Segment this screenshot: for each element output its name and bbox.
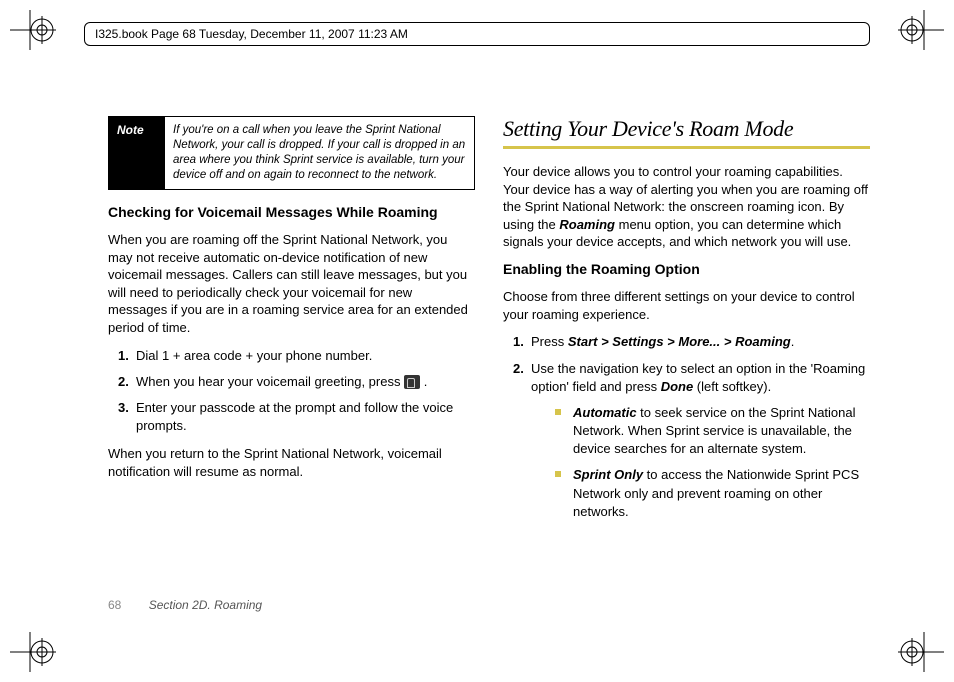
reg-mark-tr: [898, 16, 926, 44]
right-column: Setting Your Device's Roam Mode Your dev…: [503, 116, 870, 531]
reg-mark-tl: [28, 16, 56, 44]
left-heading: Checking for Voicemail Messages While Ro…: [108, 204, 475, 222]
sub-bullets: Automatic to seek service on the Sprint …: [555, 404, 870, 521]
left-para-2: When you return to the Sprint National N…: [108, 445, 475, 480]
page-number: 68: [108, 598, 121, 612]
page-content: Note If you're on a call when you leave …: [108, 116, 870, 531]
list-item: 2.When you hear your voicemail greeting,…: [118, 373, 475, 391]
list-item: 1.Press Start > Settings > More... > Roa…: [513, 333, 870, 351]
right-heading: Enabling the Roaming Option: [503, 261, 870, 279]
section-title: Setting Your Device's Roam Mode: [503, 116, 870, 142]
right-para-1: Your device allows you to control your r…: [503, 163, 870, 251]
title-rule: [503, 146, 870, 149]
list-item: 1.Dial 1 + area code + your phone number…: [118, 347, 475, 365]
page-footer: 68 Section 2D. Roaming: [108, 598, 262, 612]
page-meta-text: I325.book Page 68 Tuesday, December 11, …: [95, 27, 408, 41]
reg-mark-br: [898, 638, 926, 666]
list-item: Automatic to seek service on the Sprint …: [555, 404, 870, 459]
note-label: Note: [109, 117, 165, 189]
note-box: Note If you're on a call when you leave …: [108, 116, 475, 190]
list-item: 2.Use the navigation key to select an op…: [513, 360, 870, 522]
section-footer: Section 2D. Roaming: [149, 598, 262, 612]
note-text: If you're on a call when you leave the S…: [165, 117, 474, 189]
talk-key-icon: [404, 375, 420, 389]
left-para-1: When you are roaming off the Sprint Nati…: [108, 231, 475, 336]
right-para-2: Choose from three different settings on …: [503, 288, 870, 323]
left-steps: 1.Dial 1 + area code + your phone number…: [118, 347, 475, 436]
left-column: Note If you're on a call when you leave …: [108, 116, 475, 531]
page-meta-header: I325.book Page 68 Tuesday, December 11, …: [84, 22, 870, 46]
right-steps: 1.Press Start > Settings > More... > Roa…: [513, 333, 870, 521]
list-item: 3.Enter your passcode at the prompt and …: [118, 399, 475, 435]
reg-mark-bl: [28, 638, 56, 666]
list-item: Sprint Only to access the Nationwide Spr…: [555, 466, 870, 521]
